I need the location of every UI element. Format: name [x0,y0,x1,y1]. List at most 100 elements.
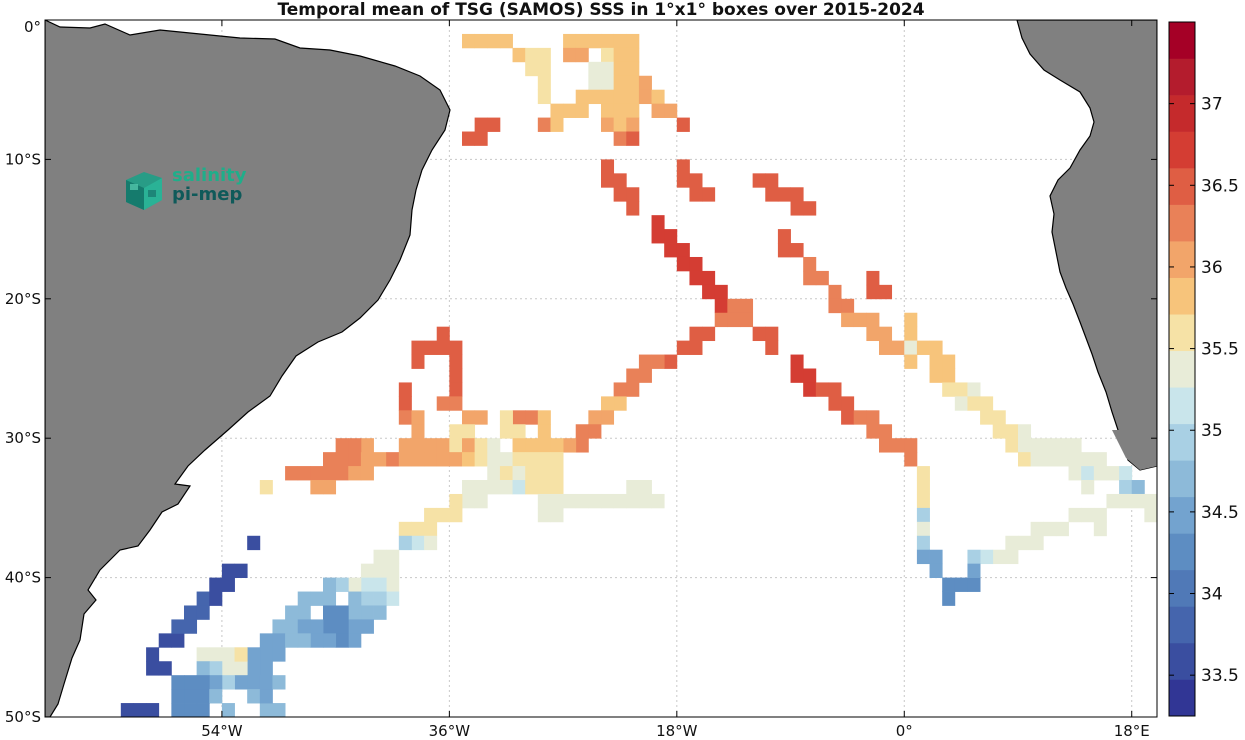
sss-cell [310,466,324,481]
sss-cell [714,284,728,300]
sss-cell [626,61,640,77]
sss-cell [398,521,412,537]
sss-cell [575,47,589,63]
sss-cell [247,689,261,704]
sss-cell [512,480,526,495]
sss-cell [853,410,867,425]
sss-cell [272,633,286,648]
sss-cell [563,438,577,453]
sss-cell [992,424,1006,439]
sss-cell [449,507,463,523]
sss-cell [575,89,589,105]
sss-cell [664,103,678,118]
sss-cell [929,354,943,369]
sss-cell [474,493,488,509]
sss-cell [702,187,716,202]
sss-cell [1131,493,1145,509]
sss-cell [373,452,387,467]
sss-cell [512,424,526,439]
sss-cell [449,452,463,467]
sss-cell [487,438,501,453]
sss-cell [436,438,450,453]
sss-cell [360,591,374,606]
sss-cell [601,396,615,411]
sss-cell [601,103,615,118]
sss-cell [1055,438,1069,453]
colorbar-tick-label: 36.5 [1201,176,1239,196]
y-tick-label: 20°S [5,290,41,308]
sss-cell [449,382,463,397]
sss-cell [626,201,640,216]
sss-cell [638,354,652,369]
sss-cell [487,480,501,495]
salinity-pi-mep-logo: salinity pi-mep [122,166,252,214]
sss-cell [398,396,412,411]
sss-cell [537,117,551,132]
sss-cell [550,117,564,132]
sss-cell [638,480,652,495]
sss-cell [954,396,968,411]
sss-cell [537,75,551,91]
sss-cell [411,438,425,453]
sss-cell [386,452,400,467]
sss-cell [601,33,615,49]
sss-cell [221,703,235,717]
y-axis: 0° 10°S 20°S 30°S 40°S 50°S [5,18,1157,726]
sss-cell [411,535,425,551]
sss-cell [638,89,652,105]
sss-cell [424,438,438,453]
sss-cell [613,173,627,188]
sss-cell [841,312,855,328]
sss-cell [512,452,526,467]
sss-cell [1005,424,1019,439]
sss-cell [360,605,374,620]
sss-cell [626,33,640,49]
sss-cell [120,703,134,717]
sss-cell [537,466,551,481]
sss-cell [980,396,994,411]
sss-cell [1081,480,1095,495]
sss-cell [449,424,463,439]
sss-cell [689,270,703,286]
sss-cell [386,591,400,606]
sss-cell [740,312,754,328]
colorbar-tick-label: 36 [1201,258,1223,278]
sss-cell [247,661,261,676]
sss-cell [777,187,791,202]
sss-cell [916,535,930,551]
sss-cell [967,549,981,565]
sss-cell [335,452,349,467]
sss-cell [727,298,741,314]
sss-cell [221,661,235,676]
sss-cell [1005,438,1019,453]
sss-cells [120,33,1157,717]
sss-cell [171,619,185,634]
sss-cell [601,75,615,91]
sss-cell [323,619,337,634]
sss-cell [916,493,930,509]
sss-cell [651,89,665,105]
sss-cell [398,452,412,467]
sss-cell [765,326,779,342]
sss-cell [613,187,627,202]
sss-cell [462,438,476,453]
sss-cell [689,173,703,188]
sss-cell [323,466,337,481]
sss-cell [916,340,930,355]
sss-cell [411,452,425,467]
sss-cell [525,61,539,77]
sss-cell [259,675,273,690]
sss-cell [247,535,261,551]
sss-cell [360,466,374,481]
sss-cell [954,577,968,592]
sss-cell [133,703,147,717]
sss-cell [462,452,476,467]
sss-cell [285,466,299,481]
sss-cell [449,368,463,383]
sss-cell [601,410,615,425]
sss-cell [1005,549,1019,565]
colorbar-segment [1169,533,1195,571]
sss-cell [879,438,893,453]
sss-cell [310,591,324,606]
sss-cell [221,563,235,578]
